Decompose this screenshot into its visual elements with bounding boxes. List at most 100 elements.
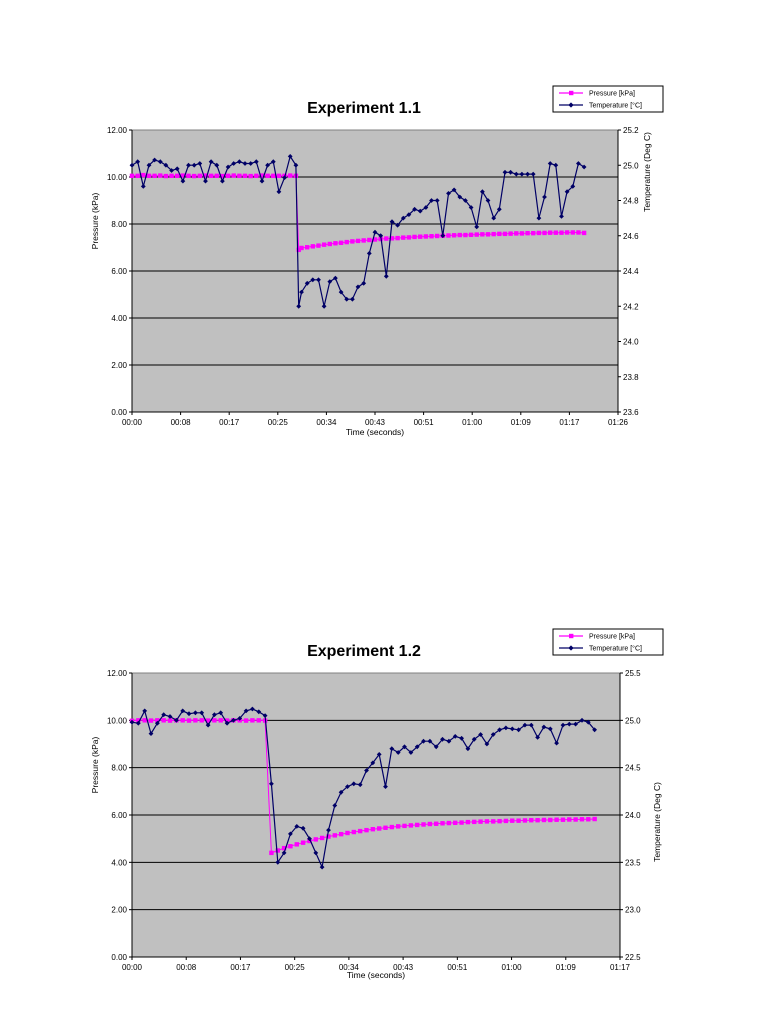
data-point [564,230,570,235]
data-point [541,817,547,823]
data-point [242,161,248,166]
x-tick-label: 01:09 [511,418,532,427]
legend-marker [568,102,574,108]
data-point [163,162,169,168]
data-point [570,184,576,189]
data-point [259,178,265,184]
data-point [474,224,480,230]
data-point [344,296,350,302]
data-point [253,159,259,165]
data-point [186,718,192,723]
data-point [299,245,304,251]
data-point [418,234,423,239]
data-point [535,735,540,740]
data-point [457,194,463,200]
data-point [169,168,174,173]
data-point [542,194,547,200]
data-point [446,820,452,826]
data-point [313,837,318,842]
data-point [129,162,135,168]
y-tick-label: 2.00 [111,361,127,370]
data-point [142,708,148,714]
data-point [313,850,319,856]
data-point [402,744,407,750]
data-point [389,824,395,830]
data-point [508,231,513,236]
data-point [332,833,338,838]
data-point [361,238,366,243]
data-point [433,744,439,750]
data-point [434,198,440,203]
data-point [395,750,401,755]
data-point [566,721,572,727]
data-point [250,718,255,723]
data-point [576,230,581,235]
data-point [502,169,508,175]
data-point [282,175,287,180]
data-point [212,712,217,718]
data-point [243,718,249,723]
data-point [519,171,525,177]
legend: Pressure [kPa] Temperature [°C] [552,628,664,656]
data-point [408,750,414,755]
data-point [304,280,310,286]
data-point [288,844,293,849]
data-point [585,719,591,725]
x-tick-label: 00:51 [447,963,468,972]
data-point [370,827,376,832]
data-point [525,230,530,236]
data-point [389,236,395,241]
data-point [427,821,433,827]
x-tick-label: 01:17 [610,963,631,972]
data-point [361,280,367,286]
data-point [395,824,401,829]
legend-box [552,85,664,113]
data-point [519,231,525,236]
data-point [214,162,220,168]
legend: Pressure [kPa] Temperature [°C] [552,85,664,113]
data-point [319,864,325,870]
data-point [191,173,197,179]
data-point [364,827,369,833]
y-tick-label: 2.00 [111,906,127,915]
y2-tick-label: 25.2 [623,126,639,135]
data-point [446,738,452,744]
data-point [446,191,451,196]
data-point [326,834,331,839]
x-axis-label: Time (seconds) [346,427,404,437]
data-point [167,718,173,723]
data-point [522,818,528,823]
data-point [453,820,458,826]
data-point [333,241,338,246]
chart-title: Experiment 1.1 [307,100,421,117]
y2-tick-label: 25.0 [625,716,641,725]
chart-title: Experiment 1.2 [307,643,421,660]
data-point [250,706,255,712]
data-point [193,710,198,716]
data-point [491,819,496,824]
data-point [542,230,547,236]
data-point [367,237,372,243]
x-tick-label: 01:09 [556,963,577,972]
y2-tick-label: 24.0 [623,338,639,347]
data-point [288,831,293,837]
data-point [485,198,491,203]
data-point [485,232,491,237]
data-point [161,718,166,723]
data-point [421,738,426,744]
y-tick-label: 8.00 [111,764,127,773]
data-point [491,231,496,237]
data-point [193,718,198,723]
data-point [174,717,179,723]
legend-label: Temperature [°C] [589,102,642,110]
data-point [141,172,146,178]
data-point [463,198,468,203]
data-point [224,720,230,726]
legend-label: Pressure [kPa] [589,91,635,98]
data-point [468,205,474,210]
data-point [463,232,468,238]
data-point [412,206,417,212]
chart-2: 0.00 2.00 4.00 6.00 8.00 10.00 12.00 22.5 23.0 23… [90,628,664,980]
data-point [271,173,276,179]
